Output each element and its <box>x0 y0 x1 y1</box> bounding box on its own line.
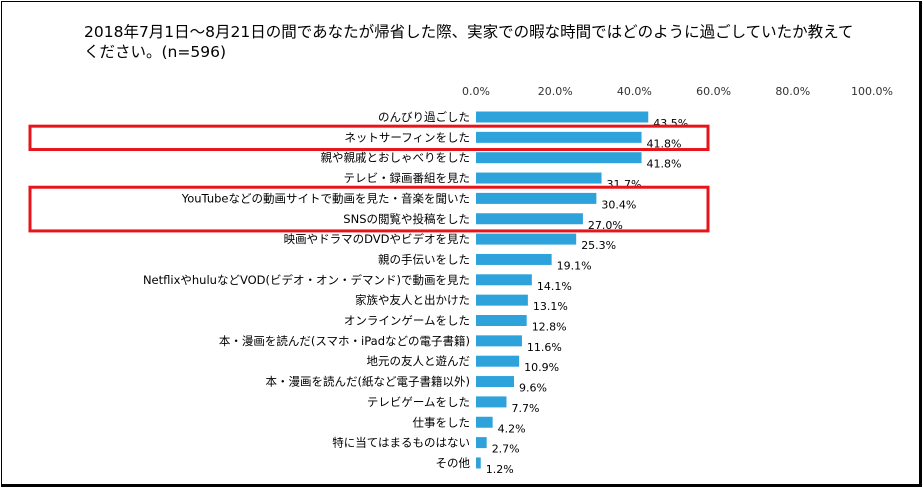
bar <box>476 376 515 388</box>
category-label: NetflixやhuluなどVOD(ビデオ・オン・デマンド)で動画を見た <box>143 273 470 287</box>
value-label: 11.6% <box>527 341 562 354</box>
value-label: 30.4% <box>601 198 636 211</box>
category-label: 家族や友人と出かけた <box>355 293 470 307</box>
x-tick-label: 80.0% <box>775 85 810 98</box>
category-label: 本・漫画を読んだ(スマホ・iPadなどの電子書籍) <box>219 334 470 348</box>
category-label: SNSの閲覧や投稿をした <box>343 212 470 226</box>
bar <box>476 437 487 449</box>
bars <box>476 111 649 469</box>
value-label: 41.8% <box>647 137 682 150</box>
category-label: 親や親戚とおしゃべりをした <box>321 151 471 165</box>
highlight-box <box>28 124 710 152</box>
value-label: 19.1% <box>557 259 592 272</box>
category-label: のんびり過ごした <box>378 110 470 124</box>
chart-title: 2018年7月1日〜8月21日の間であなたが帰省した際、実家での暇な時間ではどの… <box>84 23 854 61</box>
bar <box>476 335 522 347</box>
category-label: 本・漫画を読んだ(紙など電子書籍以外) <box>266 375 470 389</box>
highlight-box <box>28 185 710 233</box>
bar <box>476 131 642 143</box>
bar <box>476 416 493 428</box>
value-label: 25.3% <box>581 239 616 252</box>
bar <box>476 294 528 306</box>
value-label: 2.7% <box>492 443 520 456</box>
x-tick-label: 100.0% <box>851 85 893 98</box>
bar <box>476 396 507 408</box>
value-label: 43.5% <box>653 117 688 130</box>
category-label: 地元の友人と遊んだ <box>367 354 471 368</box>
bar <box>476 315 527 326</box>
category-labels: のんびり過ごしたネットサーフィンをした親や親戚とおしゃべりをしたテレビ・録画番組… <box>143 110 471 470</box>
value-label: 14.1% <box>537 280 572 293</box>
bar <box>476 213 583 225</box>
value-labels: 43.5% 41.8% 41.8% 31.7% 30.4% 27.0% 25.3% 19.1%… <box>486 117 688 476</box>
x-tick-label: 0.0% <box>462 85 490 98</box>
category-label: ネットサーフィンをした <box>344 130 470 144</box>
category-label: 親の手伝いをした <box>378 252 470 266</box>
x-tick-label: 60.0% <box>696 85 731 98</box>
highlight-boxes <box>28 124 710 233</box>
x-tick-label: 20.0% <box>538 85 573 98</box>
bar <box>476 111 649 123</box>
bar <box>476 152 642 164</box>
value-label: 13.1% <box>533 300 568 313</box>
bar <box>476 233 577 245</box>
value-label: 12.8% <box>532 321 567 334</box>
category-label: 特に当てはまるものはない <box>332 436 470 450</box>
bar <box>476 355 520 367</box>
bar <box>476 172 602 184</box>
category-label: YouTubeなどの動画サイトで動画を見た・音楽を聞いた <box>181 191 470 205</box>
value-label: 4.2% <box>498 422 526 435</box>
bar <box>476 253 552 265</box>
category-label: 仕事をした <box>413 415 471 429</box>
value-label: 10.9% <box>524 361 559 374</box>
category-label: 映画やドラマのDVDやビデオを見た <box>284 232 470 246</box>
value-label: 41.8% <box>647 158 682 171</box>
value-label: 9.6% <box>519 382 547 395</box>
value-label: 27.0% <box>588 219 623 232</box>
category-label: テレビ・録画番組を見た <box>344 171 471 185</box>
value-label: 31.7% <box>607 178 642 191</box>
category-label: テレビゲームをした <box>367 395 470 409</box>
category-label: オンラインゲームをした <box>344 314 470 328</box>
bar <box>476 457 481 469</box>
x-axis-ticks: 0.0% 20.0% 40.0% 60.0% 80.0% 100.0% <box>462 85 893 98</box>
category-label: その他 <box>436 456 471 470</box>
value-label: 7.7% <box>511 402 539 415</box>
bar <box>476 274 532 286</box>
x-tick-label: 40.0% <box>617 85 652 98</box>
bar <box>476 192 597 204</box>
value-label: 1.2% <box>486 463 514 476</box>
